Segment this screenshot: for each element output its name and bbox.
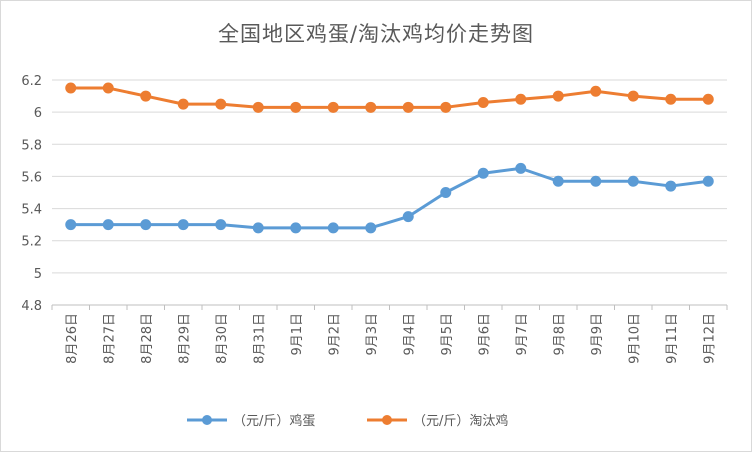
data-point (402, 101, 414, 113)
x-tick-label: 8月31日 (252, 313, 267, 364)
data-point (177, 219, 189, 231)
data-point (515, 93, 527, 105)
data-point (552, 175, 564, 187)
x-axis (51, 305, 728, 310)
data-point (477, 97, 489, 108)
x-tick-label: 9月12日 (702, 313, 717, 364)
legend-marker (382, 415, 392, 425)
x-tick-label: 9月6日 (477, 313, 492, 356)
y-tick-label: 5.2 (21, 235, 42, 250)
data-point (440, 101, 452, 113)
y-axis-ticks: 4.8 5 5.2 5.4 5.6 5.8 6 6.2 (21, 74, 42, 314)
series-lines (65, 82, 714, 234)
data-point (477, 167, 489, 179)
data-point (552, 90, 564, 102)
x-tick-label: 9月8日 (552, 313, 567, 356)
y-tick-label: 5.8 (21, 138, 42, 153)
x-tick-label: 9月5日 (440, 313, 455, 356)
data-point (627, 90, 639, 102)
x-tick-label: 8月30日 (215, 313, 230, 364)
data-point (665, 93, 677, 105)
y-tick-label: 6 (34, 106, 42, 121)
y-tick-label: 5.4 (21, 203, 42, 218)
data-point (65, 82, 77, 94)
data-point (102, 219, 114, 231)
chart-title: 全国地区鸡蛋/淘汰鸡均价走势图 (217, 22, 535, 46)
data-point (140, 219, 152, 231)
legend-label: （元/斤）淘汰鸡 (413, 413, 508, 429)
data-point (252, 101, 264, 113)
data-point (177, 98, 189, 110)
data-point (365, 101, 377, 113)
data-point (515, 162, 527, 174)
data-point (215, 98, 227, 110)
x-tick-label: 9月9日 (590, 313, 605, 356)
data-point (65, 219, 77, 231)
x-axis-ticks: 8月26日 8月27日 8月28日 8月29日 8月30日 8月31日 9月1日 9月2日 9月… (65, 313, 718, 364)
x-tick-label: 9月11日 (665, 313, 680, 364)
x-tick-label: 9月2日 (327, 313, 342, 356)
y-tick-label: 6.2 (21, 74, 42, 89)
y-tick-label: 5.6 (21, 170, 42, 185)
data-point (140, 90, 152, 102)
data-point (440, 187, 452, 198)
data-point (215, 219, 227, 231)
data-point (102, 82, 114, 94)
data-point (327, 222, 339, 234)
data-point (290, 101, 302, 113)
data-point (252, 222, 264, 234)
data-point (590, 85, 602, 97)
x-tick-label: 9月4日 (402, 313, 417, 356)
legend: （元/斤）鸡蛋 （元/斤）淘汰鸡 (187, 413, 508, 429)
data-point (702, 175, 714, 187)
data-point (290, 222, 302, 234)
x-tick-label: 8月27日 (102, 313, 117, 364)
data-point (402, 211, 414, 223)
data-point (327, 101, 339, 113)
data-point (665, 180, 677, 192)
x-tick-label: 9月10日 (627, 313, 642, 364)
x-tick-label: 9月1日 (290, 313, 305, 356)
gridlines (52, 79, 727, 306)
x-tick-label: 8月28日 (140, 313, 155, 364)
series-line (69, 86, 710, 109)
data-point (365, 222, 377, 234)
data-point (702, 93, 714, 105)
x-tick-label: 8月29日 (177, 313, 192, 364)
legend-marker (202, 415, 212, 425)
y-tick-label: 4.8 (21, 299, 42, 314)
x-tick-label: 9月3日 (365, 313, 380, 356)
x-tick-label: 8月26日 (65, 313, 80, 364)
data-point (627, 175, 639, 187)
legend-label: （元/斤）鸡蛋 (233, 413, 315, 429)
data-point (590, 175, 602, 187)
x-tick-label: 9月7日 (515, 313, 530, 356)
y-tick-label: 5 (34, 267, 42, 282)
series-line (69, 166, 710, 230)
